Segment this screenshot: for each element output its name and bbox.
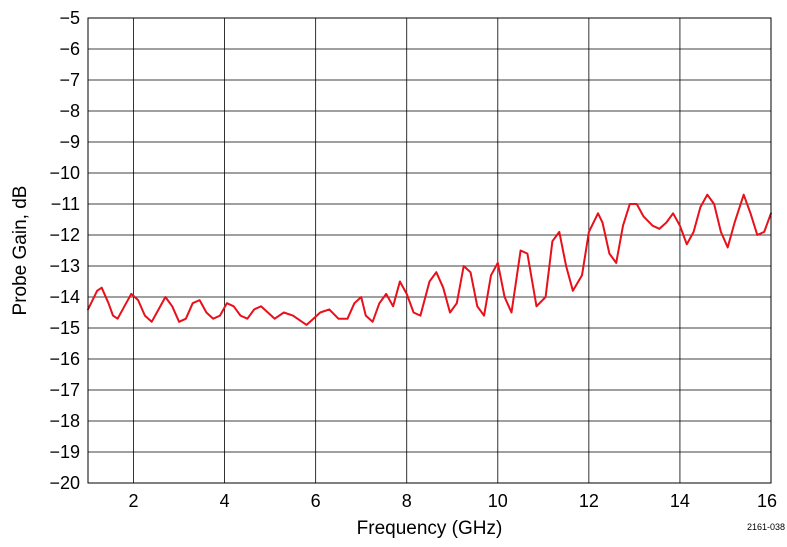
y-tick-label: −6 — [59, 39, 80, 59]
y-tick-label: −13 — [49, 256, 80, 276]
y-tick-label: −18 — [49, 411, 80, 431]
y-tick-label: −8 — [59, 101, 80, 121]
y-tick-label: −10 — [49, 163, 80, 183]
x-tick-label: 14 — [670, 491, 690, 511]
x-tick-label: 12 — [579, 491, 599, 511]
series-line — [87, 193, 772, 326]
figure-id: 2161-038 — [747, 522, 785, 532]
grid — [88, 18, 771, 483]
x-tick-label: 16 — [757, 491, 777, 511]
x-tick-label: 10 — [488, 491, 508, 511]
y-tick-label: −14 — [49, 287, 80, 307]
x-tick-label: 4 — [220, 491, 230, 511]
y-tick-label: −20 — [49, 473, 80, 493]
y-tick-label: −16 — [49, 349, 80, 369]
y-tick-label: −11 — [51, 194, 80, 214]
x-tick-label: 8 — [402, 491, 412, 511]
y-tick-label: −9 — [59, 132, 80, 152]
y-tick-label: −15 — [49, 318, 80, 338]
y-tick-label: −5 — [59, 8, 80, 28]
y-tick-label: −17 — [49, 380, 80, 400]
y-tick-label: −12 — [49, 225, 80, 245]
data-layer — [87, 193, 772, 326]
y-tick-label: −7 — [59, 70, 80, 90]
x-tick-label: 2 — [129, 491, 139, 511]
x-axis-title: Frequency (GHz) — [357, 518, 503, 539]
y-axis-title: Probe Gain, dB — [10, 186, 31, 316]
plot-frame — [87, 17, 772, 484]
x-tick-label: 6 — [311, 491, 321, 511]
y-tick-label: −19 — [49, 442, 80, 462]
x-tick-labels: 2 4 6 8 10 12 14 16 — [129, 491, 777, 511]
y-tick-labels: −5 −6 −7 −8 −9 −10 −11 −12 −13 −14 −15 −16 −17 −18 −19… — [49, 8, 80, 493]
